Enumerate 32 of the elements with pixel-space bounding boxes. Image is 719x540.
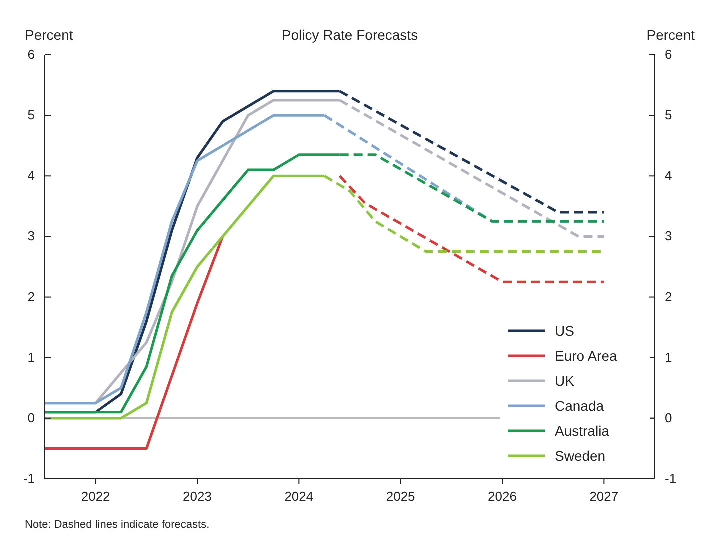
y-axis-title: Percent bbox=[25, 27, 74, 43]
text: Note: Dashed lines indicate forecasts. bbox=[25, 519, 210, 531]
y2-tick-label: 6 bbox=[665, 47, 672, 62]
y2-tick-label: 0 bbox=[665, 410, 672, 426]
y2-tick-label: 5 bbox=[665, 108, 672, 123]
y2-tick-label: 2 bbox=[665, 289, 672, 304]
legend-label: Sweden bbox=[555, 448, 606, 464]
y-tick-label: 3 bbox=[28, 228, 35, 244]
y2-tick-label: 3 bbox=[665, 228, 672, 244]
y2-tick-label: 1 bbox=[665, 350, 672, 365]
x-tick-label: 2023 bbox=[183, 489, 212, 504]
legend-label: Euro Area bbox=[555, 348, 618, 364]
y-tick-label: 5 bbox=[28, 108, 35, 123]
x-tick-label: 2027 bbox=[590, 489, 619, 504]
y-tick-label: 2 bbox=[28, 289, 35, 304]
x-tick-label: 2025 bbox=[386, 489, 416, 504]
y2-tick-label: -1 bbox=[665, 471, 677, 486]
y-tick-label: 1 bbox=[28, 350, 35, 365]
y-tick-label: 4 bbox=[28, 168, 35, 184]
x-tick-label: 2024 bbox=[284, 489, 314, 504]
y2-tick-label: 4 bbox=[665, 168, 672, 184]
y-tick-label: -1 bbox=[23, 471, 35, 486]
y2-axis-title: Percent bbox=[646, 27, 696, 43]
x-tick-label: 2022 bbox=[81, 489, 110, 504]
chart-title: Policy Rate Forecasts bbox=[282, 27, 418, 43]
legend-label: US bbox=[555, 323, 574, 339]
legend-label: UK bbox=[555, 373, 576, 389]
legend-label: Australia bbox=[555, 423, 610, 439]
x-tick-label: 2026 bbox=[488, 489, 517, 504]
legend-label: Canada bbox=[555, 398, 604, 414]
y-tick-label: 6 bbox=[28, 47, 35, 62]
y-tick-label: 0 bbox=[28, 410, 35, 426]
